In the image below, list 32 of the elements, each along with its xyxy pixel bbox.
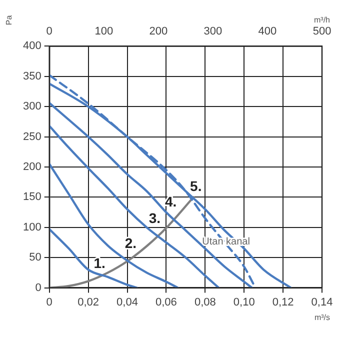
y-tick-label: 100 [22,221,42,234]
y-tick-label: 250 [22,130,42,143]
x2-tick-label: 200 [149,26,168,38]
x-tick-label: 0 [46,296,52,308]
line-series [49,196,195,288]
series-label: 1. [94,254,106,271]
x2-tick-label: 300 [204,26,222,38]
x-tick-label: 0,06 [155,296,177,308]
series-label: 5. [190,178,202,194]
x2-tick-label: 500 [312,26,332,38]
x-tick-label: 0,14 [311,296,333,308]
x2-tick-label: 100 [94,26,114,38]
x-tick-label: 0,08 [194,296,216,308]
y-tick-label: 200 [22,161,42,174]
y-tick-label: 350 [22,70,42,82]
x-tick-label: 0,04 [116,296,138,308]
x-axis-title: m³/s [314,313,330,322]
x2-axis-title: m³/h [314,15,330,24]
y-tick-label: 300 [22,100,42,113]
y-tick-label: 400 [22,40,42,52]
series-label: 3. [148,210,161,226]
line-series [49,228,138,288]
x2-tick-label: 0 [46,26,52,38]
y-axis-title: Pa [4,14,14,26]
y-tick-label: 150 [22,191,42,204]
x-tick-label: 0,10 [233,296,255,308]
y-tick-label: 50 [29,252,42,264]
line-series [49,162,179,288]
x-tick-label: 0,12 [272,296,294,308]
y-tick-label: 0 [35,282,42,294]
x2-tick-label: 400 [258,26,277,38]
x-tick-label: 0,02 [78,296,100,308]
